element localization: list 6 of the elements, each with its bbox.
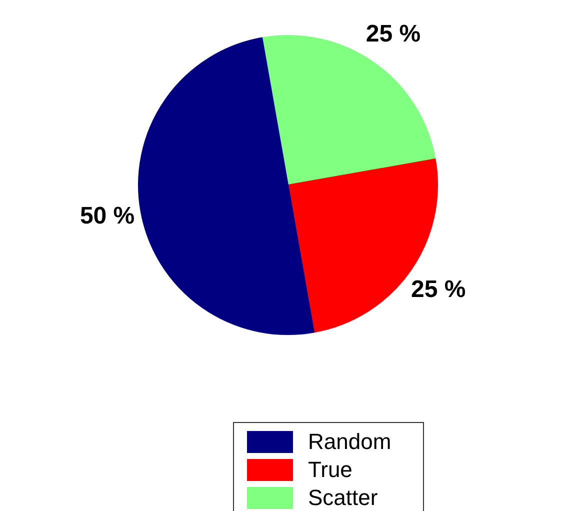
data-label: 50 % xyxy=(80,202,135,230)
legend-label: Random xyxy=(308,429,392,454)
data-label: 25 % xyxy=(410,276,466,303)
legend-label: True xyxy=(308,457,352,482)
legend-label: Scatter xyxy=(308,485,378,510)
data-label: 25 % xyxy=(366,20,421,48)
